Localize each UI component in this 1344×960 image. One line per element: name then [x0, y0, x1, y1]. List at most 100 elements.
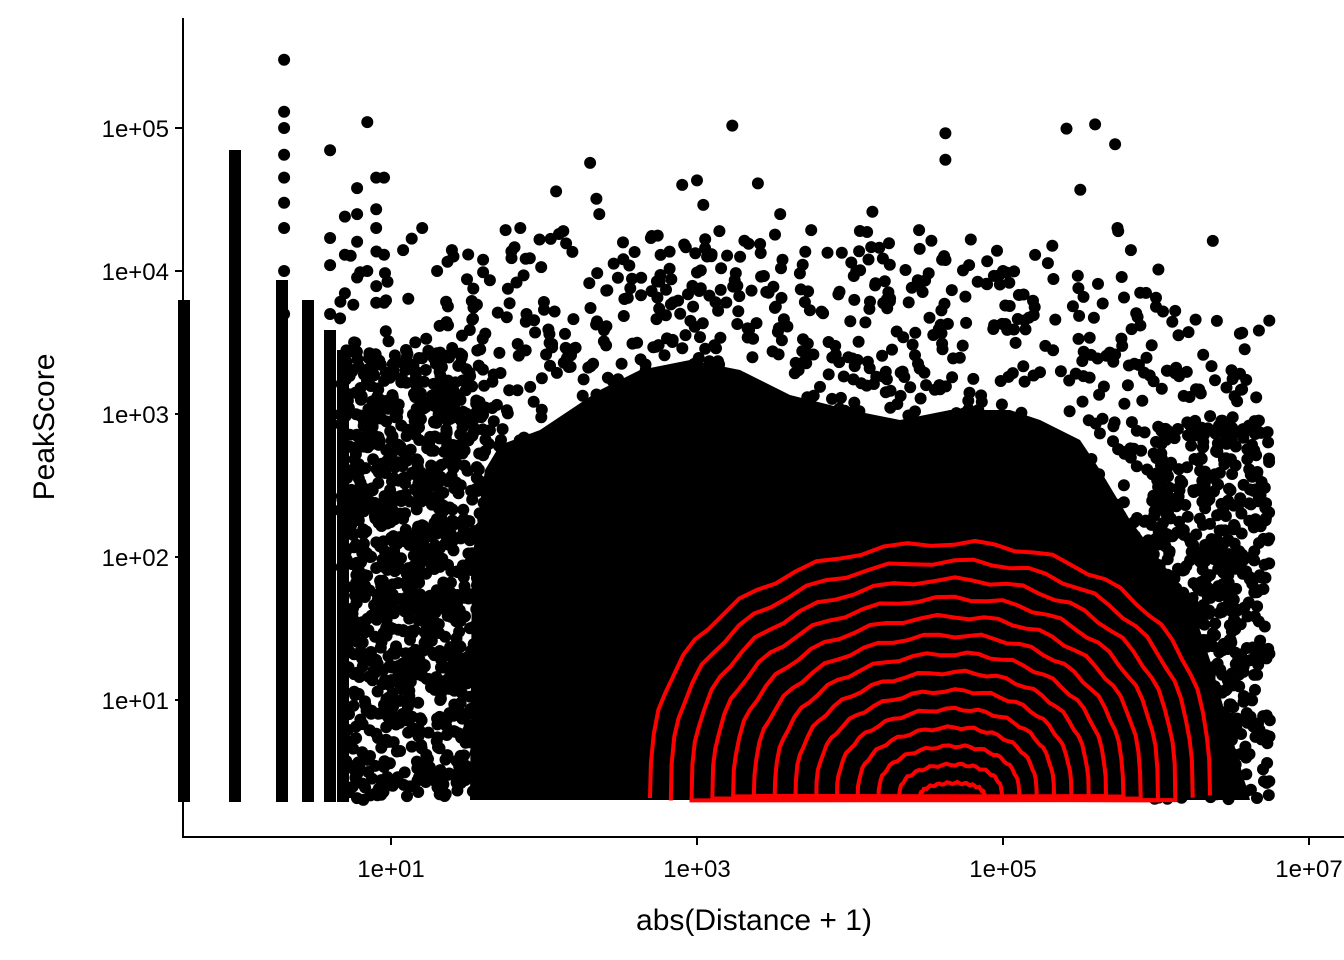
data-point: [999, 644, 1012, 657]
data-point: [378, 761, 391, 773]
data-point: [1172, 329, 1185, 342]
data-point: [1235, 507, 1248, 520]
data-point: [410, 755, 423, 768]
data-point: [963, 386, 976, 399]
data-point: [1015, 465, 1028, 478]
data-point: [365, 707, 378, 720]
data-point: [1194, 464, 1207, 477]
data-point: [605, 424, 618, 437]
data-point: [590, 388, 603, 401]
data-point: [1262, 436, 1275, 449]
data-point: [1255, 476, 1268, 488]
data-point: [479, 621, 492, 634]
data-point: [714, 283, 727, 296]
data-point: [510, 276, 523, 289]
data-point: [1114, 509, 1127, 522]
data-point: [500, 311, 513, 324]
data-point: [409, 660, 422, 673]
data-point: [491, 306, 504, 319]
data-point: [1019, 323, 1032, 336]
data-point: [582, 361, 595, 374]
data-point: [543, 603, 556, 616]
data-point: [557, 225, 570, 238]
data-point: [381, 586, 394, 598]
data-point: [870, 370, 883, 383]
data-point: [1019, 487, 1032, 500]
data-point: [351, 182, 364, 195]
data-point: [1209, 374, 1221, 387]
data-point: [1072, 332, 1085, 345]
data-point: [1112, 443, 1125, 456]
data-point: [765, 492, 777, 505]
data-point: [1155, 424, 1168, 437]
data-point: [278, 53, 291, 66]
data-point: [1011, 554, 1024, 566]
data-point: [915, 418, 928, 431]
data-point: [1118, 681, 1131, 694]
data-point: [1177, 586, 1190, 599]
data-point: [461, 464, 474, 477]
data-point: [427, 352, 440, 365]
data-point: [629, 513, 642, 526]
data-point: [744, 489, 757, 502]
data-point: [1082, 414, 1095, 427]
data-point: [1042, 459, 1055, 472]
data-point: [466, 493, 479, 506]
data-point: [414, 588, 427, 601]
data-point: [1080, 459, 1093, 472]
data-point: [353, 439, 366, 452]
data-point: [731, 318, 744, 330]
data-point: [569, 600, 582, 613]
data-point: [557, 619, 570, 632]
data-point: [791, 482, 804, 495]
data-point: [517, 431, 530, 444]
data-point: [535, 261, 548, 274]
data-point: [1066, 300, 1079, 313]
data-point: [889, 430, 902, 443]
data-point: [1223, 594, 1236, 607]
data-point: [1196, 575, 1209, 588]
data-point: [674, 307, 687, 320]
data-point: [956, 517, 969, 530]
data-point: [654, 415, 667, 428]
data-point: [1149, 626, 1162, 639]
data-point: [478, 724, 490, 737]
data-point: [1248, 668, 1261, 681]
data-point: [1258, 775, 1270, 788]
data-point: [440, 719, 452, 732]
data-point: [904, 472, 917, 485]
data-point: [420, 332, 433, 345]
data-point: [397, 244, 410, 257]
data-point: [721, 249, 734, 262]
data-point: [347, 298, 360, 311]
data-point: [399, 450, 412, 463]
data-point: [1116, 339, 1129, 352]
point-column: [302, 300, 314, 802]
data-point: [793, 267, 806, 280]
data-point: [578, 420, 591, 433]
data-point: [620, 548, 633, 561]
data-point: [850, 420, 863, 432]
data-point: [496, 423, 509, 436]
data-point: [358, 569, 371, 582]
data-point: [760, 466, 773, 479]
data-point: [1177, 389, 1190, 402]
data-point: [642, 457, 655, 470]
data-point: [939, 380, 952, 393]
data-point: [1161, 756, 1174, 769]
data-point: [342, 661, 355, 674]
data-point: [370, 613, 383, 626]
data-point: [1263, 647, 1276, 660]
data-point: [459, 759, 472, 772]
data-point: [635, 271, 648, 284]
data-point: [1089, 118, 1102, 131]
data-point: [450, 776, 463, 789]
data-point: [467, 662, 480, 675]
data-point: [874, 534, 887, 546]
data-point: [1207, 741, 1220, 754]
data-point: [1189, 414, 1202, 427]
point-column: [337, 350, 349, 802]
data-point: [341, 723, 354, 736]
data-point: [525, 525, 538, 538]
data-point: [1206, 234, 1219, 247]
